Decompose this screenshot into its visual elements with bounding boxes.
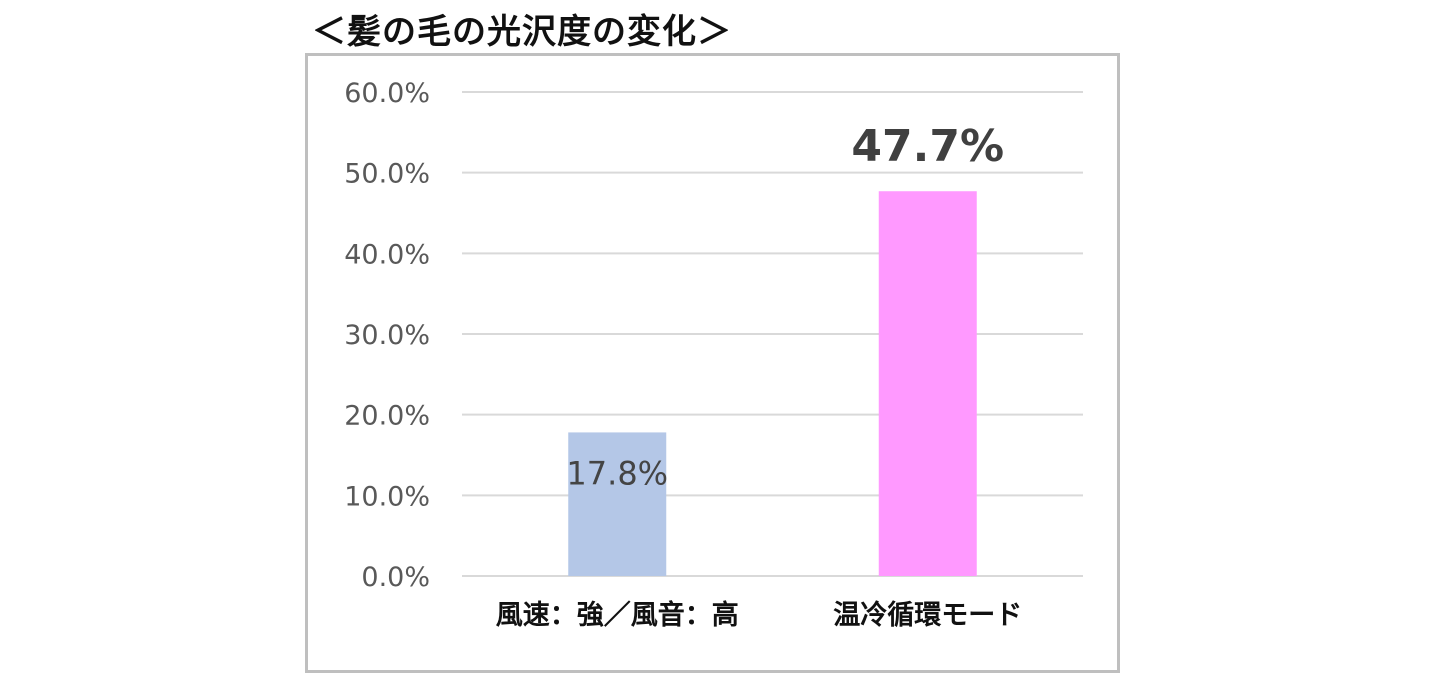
y-tick-label: 10.0% [344, 481, 430, 512]
y-tick-label: 30.0% [344, 320, 430, 351]
y-tick-label: 0.0% [361, 562, 430, 593]
y-axis-ticks: 0.0% 10.0% 20.0% 30.0% 40.0% 50.0% 60.0% [344, 78, 430, 593]
bars [568, 191, 977, 576]
gridlines [462, 91, 1083, 577]
data-label-2: 47.7% [851, 121, 1004, 172]
bar-2 [878, 191, 977, 576]
data-labels: 17.8% 47.7% [566, 121, 1004, 492]
category-label-2: 温冷循環モード [833, 600, 1022, 631]
y-tick-label: 50.0% [344, 159, 430, 190]
bar-1 [568, 432, 667, 576]
x-axis-categories: 風速：強／風音：高 温冷循環モード [496, 599, 1023, 631]
category-label-1: 風速：強／風音：高 [496, 599, 739, 631]
chart-frame [305, 53, 1120, 673]
data-label-1: 17.8% [566, 454, 668, 492]
chart-title: ＜髪の毛の光沢度の変化＞ [312, 12, 732, 52]
y-tick-label: 20.0% [344, 401, 430, 432]
y-tick-label: 40.0% [344, 239, 430, 270]
y-tick-label: 60.0% [344, 78, 430, 109]
